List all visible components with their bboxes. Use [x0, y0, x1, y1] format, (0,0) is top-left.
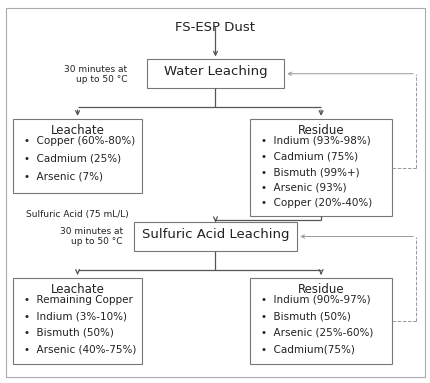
- Text: •  Indium (3%-10%): • Indium (3%-10%): [24, 311, 126, 321]
- Text: •  Cadmium (75%): • Cadmium (75%): [260, 152, 357, 162]
- Text: Leachate: Leachate: [50, 283, 104, 296]
- Text: Sulfuric Acid (75 mL/L): Sulfuric Acid (75 mL/L): [26, 210, 128, 219]
- Text: Sulfuric Acid Leaching: Sulfuric Acid Leaching: [141, 228, 289, 241]
- Text: •  Copper (60%-80%): • Copper (60%-80%): [24, 136, 135, 146]
- Text: •  Arsenic (25%-60%): • Arsenic (25%-60%): [260, 328, 372, 338]
- FancyBboxPatch shape: [133, 222, 297, 251]
- Text: •  Arsenic (40%-75%): • Arsenic (40%-75%): [24, 344, 136, 354]
- Text: •  Indium (90%-97%): • Indium (90%-97%): [260, 295, 369, 305]
- Text: •  Arsenic (7%): • Arsenic (7%): [24, 172, 102, 182]
- Text: •  Bismuth (99%+): • Bismuth (99%+): [260, 167, 359, 177]
- Text: •  Cadmium(75%): • Cadmium(75%): [260, 344, 354, 354]
- Text: Water Leaching: Water Leaching: [163, 65, 267, 78]
- FancyBboxPatch shape: [249, 278, 391, 364]
- Text: •  Bismuth (50%): • Bismuth (50%): [24, 328, 114, 338]
- FancyBboxPatch shape: [13, 278, 142, 364]
- Text: Leachate: Leachate: [50, 124, 104, 137]
- Text: FS-ESP Dust: FS-ESP Dust: [175, 21, 255, 34]
- FancyBboxPatch shape: [146, 59, 284, 88]
- Text: Residue: Residue: [297, 124, 344, 137]
- Text: 30 minutes at
up to 50 °C: 30 minutes at up to 50 °C: [64, 65, 127, 84]
- Text: •  Bismuth (50%): • Bismuth (50%): [260, 311, 350, 321]
- FancyBboxPatch shape: [13, 119, 142, 193]
- Text: •  Remaining Copper: • Remaining Copper: [24, 295, 132, 305]
- Text: •  Cadmium (25%): • Cadmium (25%): [24, 154, 120, 164]
- Text: Residue: Residue: [297, 283, 344, 296]
- Text: •  Indium (93%-98%): • Indium (93%-98%): [260, 136, 370, 146]
- Text: •  Copper (20%-40%): • Copper (20%-40%): [260, 198, 371, 208]
- Text: •  Arsenic (93%): • Arsenic (93%): [260, 183, 346, 193]
- FancyBboxPatch shape: [249, 119, 391, 216]
- Text: 30 minutes at
up to 50 °C: 30 minutes at up to 50 °C: [60, 227, 123, 246]
